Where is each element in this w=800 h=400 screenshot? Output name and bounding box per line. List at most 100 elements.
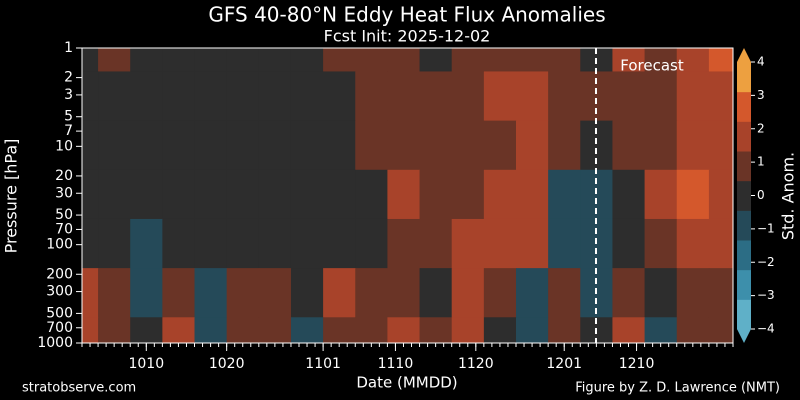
heat-cell — [82, 317, 99, 343]
colorbar-segment — [737, 62, 751, 93]
colorbar-segment — [737, 210, 751, 241]
heat-cell — [162, 169, 196, 220]
y-tick-label: 20 — [55, 168, 73, 184]
y-tick-label: 500 — [46, 305, 73, 321]
heat-cell — [387, 268, 421, 318]
heat-cell — [162, 268, 196, 318]
y-tick-label: 200 — [46, 266, 73, 282]
heat-cell — [708, 218, 733, 269]
heat-cell — [258, 48, 292, 72]
heat-cell — [483, 71, 517, 122]
heat-cell — [676, 120, 710, 171]
heat-cell — [451, 169, 485, 220]
heat-cell — [676, 71, 710, 122]
footer-left: stratobserve.com — [22, 381, 136, 396]
heat-cell — [451, 120, 485, 171]
heat-cell — [548, 268, 581, 318]
heat-cell — [548, 317, 581, 343]
heat-cell — [644, 218, 678, 269]
colorbar-segment — [737, 299, 751, 330]
colorbar-tick-label: 4 — [757, 55, 765, 69]
heat-cell — [82, 120, 99, 171]
heat-cell — [676, 48, 710, 72]
heat-cell — [676, 268, 710, 318]
y-tick-label: 1000 — [37, 335, 73, 351]
colorbar-tick-label: −4 — [757, 322, 775, 336]
heat-cell — [708, 71, 733, 122]
heat-cell — [516, 317, 549, 343]
heat-cell — [162, 317, 196, 343]
heat-cell — [676, 218, 710, 269]
heat-cell — [548, 48, 581, 72]
heat-cell — [130, 169, 163, 220]
heat-cell — [162, 48, 196, 72]
heat-cell — [194, 317, 228, 343]
heat-cell — [419, 218, 453, 269]
heat-cell — [355, 71, 388, 122]
plot-frame — [81, 47, 734, 344]
heat-cell — [451, 218, 485, 269]
heat-cell — [387, 120, 421, 171]
heat-cell — [98, 71, 131, 122]
heat-cell — [419, 48, 453, 72]
colorbar-segment — [737, 91, 751, 122]
heat-cell — [548, 169, 581, 220]
y-tick-label: 5 — [64, 109, 73, 125]
heat-cell — [419, 120, 453, 171]
colorbar-segment — [737, 269, 751, 300]
heat-cell — [708, 169, 733, 220]
heat-cell — [323, 169, 356, 220]
heat-cell — [644, 71, 678, 122]
heat-cell — [290, 218, 324, 269]
heat-cell — [548, 120, 581, 171]
y-tick-label: 30 — [55, 185, 73, 201]
heat-cell — [98, 169, 131, 220]
heat-cell — [290, 268, 324, 318]
heat-cell — [194, 120, 228, 171]
heat-cell — [355, 317, 388, 343]
heat-cell — [644, 169, 678, 220]
heat-cell — [419, 268, 453, 318]
heat-cell — [355, 120, 388, 171]
colorbar-tick-label: 1 — [757, 155, 765, 169]
heat-cell — [644, 48, 678, 72]
y-tick-label: 100 — [46, 237, 73, 253]
heat-cell — [323, 48, 356, 72]
heat-cell — [226, 169, 260, 220]
heat-cell — [82, 169, 99, 220]
heat-cell — [130, 218, 163, 269]
y-tick-label: 2 — [64, 70, 73, 86]
x-tick-label: 1101 — [305, 356, 341, 372]
heat-cell — [612, 71, 646, 122]
heat-cell — [162, 71, 196, 122]
heat-cell — [483, 48, 517, 72]
heat-cell — [644, 317, 678, 343]
heat-cell — [194, 169, 228, 220]
colorbar-tick-label: −2 — [757, 255, 775, 269]
heat-cell — [98, 48, 131, 72]
x-tick-label: 1010 — [128, 356, 164, 372]
forecast-annotation: Forecast — [620, 57, 684, 75]
heat-cell — [98, 268, 131, 318]
colorbar-segment — [737, 240, 751, 271]
heat-cell — [323, 317, 356, 343]
heat-cell — [194, 71, 228, 122]
heat-cell — [323, 71, 356, 122]
heat-cell — [548, 71, 581, 122]
y-tick-label: 7 — [64, 123, 73, 139]
heat-cell — [355, 218, 388, 269]
heat-cell — [483, 317, 517, 343]
heat-cell — [483, 120, 517, 171]
y-tick-label: 300 — [46, 284, 73, 300]
y-tick-label: 50 — [55, 207, 73, 223]
heat-cell — [516, 218, 549, 269]
colorbar-label: Std. Anom. — [779, 152, 798, 240]
heat-cell — [387, 48, 421, 72]
heat-cell — [226, 268, 260, 318]
y-axis-label: Pressure [hPa] — [2, 139, 21, 254]
heat-cell — [548, 218, 581, 269]
x-tick-label: 1110 — [378, 356, 414, 372]
x-tick-label: 1020 — [209, 356, 245, 372]
heat-cell — [612, 268, 646, 318]
